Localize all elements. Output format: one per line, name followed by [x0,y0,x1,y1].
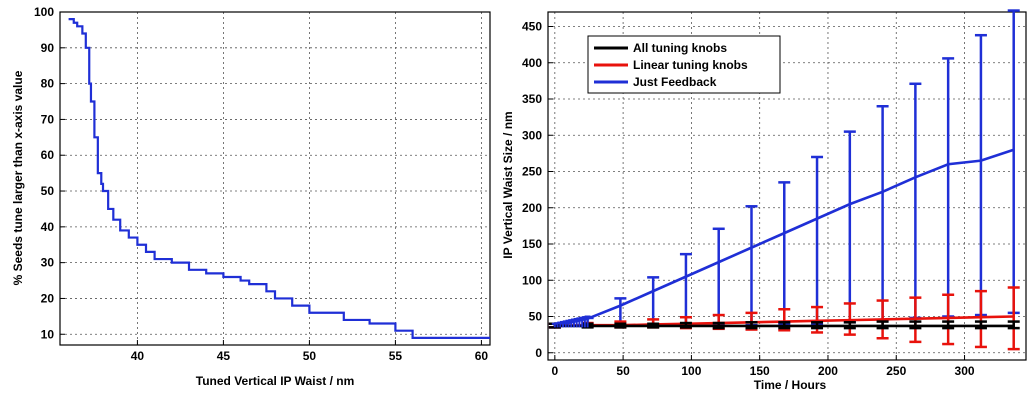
y-tick-label: 350 [522,92,542,106]
legend: All tuning knobs Linear tuning knobs Jus… [587,35,781,94]
x-tick-label: 40 [131,349,145,363]
y-tick-label: 30 [41,256,55,270]
y-tick-label: 40 [41,220,55,234]
y-tick-label: 100 [34,5,54,19]
legend-label-linear-tuning: Linear tuning knobs [633,58,748,72]
right-chart: 0 50 100 150 200 250 300 0 50 100 150 200 250 300 350… [501,9,1027,392]
y-tick-label: 70 [41,112,55,126]
x-tick-label: 60 [475,349,489,363]
left-chart: 40 45 50 55 60 10 20 30 40 50 60 70 80 90 100 Tuned V… [11,5,491,388]
x-tick-label: 150 [750,364,770,378]
left-plot-frame [59,11,491,346]
x-tick-label: 300 [955,364,975,378]
y-tick-label: 200 [522,201,542,215]
right-y-axis-label: IP Vertical Waist Size / nm [501,111,515,258]
series-just-feedback [548,9,1020,329]
y-tick-label: 450 [522,20,542,34]
x-tick-label: 200 [818,364,838,378]
y-tick-label: 20 [41,291,55,305]
right-x-ticks: 0 50 100 150 200 250 300 [551,355,975,378]
right-plot-frame [547,11,1027,361]
y-tick-label: 80 [41,77,55,91]
early-error-cluster [551,315,591,328]
x-tick-label: 100 [681,364,701,378]
y-tick-label: 100 [522,273,542,287]
y-tick-label: 300 [522,128,542,142]
left-y-axis-label: % Seeds tune larger than x-axis value [11,70,25,285]
right-series [548,9,1020,351]
y-tick-label: 0 [535,346,542,360]
right-grid [548,12,1026,360]
x-tick-label: 0 [551,364,558,378]
legend-label-just-feedback: Just Feedback [633,75,717,89]
y-tick-label: 150 [522,237,542,251]
y-tick-label: 250 [522,165,542,179]
x-tick-label: 250 [886,364,906,378]
left-x-ticks: 40 45 50 55 60 [131,340,489,363]
y-tick-label: 400 [522,56,542,70]
left-y-ticks: 10 20 30 40 50 60 70 80 90 100 [34,5,65,341]
right-x-axis-label: Time / Hours [754,378,827,392]
y-tick-label: 50 [41,184,55,198]
x-tick-label: 50 [616,364,630,378]
survival-curve-line [68,18,490,339]
left-series [68,18,490,339]
series-all-tuning-knobs [548,320,1020,330]
x-tick-label: 50 [303,349,317,363]
y-tick-label: 10 [41,327,55,341]
x-tick-label: 55 [389,349,403,363]
y-tick-label: 60 [41,148,55,162]
legend-label-all-tuning: All tuning knobs [633,41,727,55]
y-tick-label: 50 [529,310,543,324]
x-tick-label: 45 [217,349,231,363]
right-y-ticks: 0 50 100 150 200 250 300 350 400 450 [522,20,553,360]
left-x-axis-label: Tuned Vertical IP Waist / nm [196,374,354,388]
y-tick-label: 90 [41,41,55,55]
series-line-just-feedback [554,148,1015,328]
